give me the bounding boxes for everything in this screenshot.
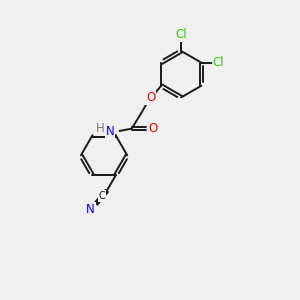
Text: O: O bbox=[148, 122, 157, 135]
Text: C: C bbox=[99, 191, 106, 201]
Text: N: N bbox=[86, 203, 95, 216]
Text: O: O bbox=[146, 91, 155, 104]
Text: Cl: Cl bbox=[176, 28, 187, 41]
Text: Cl: Cl bbox=[213, 56, 224, 69]
Text: H: H bbox=[96, 122, 105, 134]
Text: N: N bbox=[106, 125, 114, 138]
